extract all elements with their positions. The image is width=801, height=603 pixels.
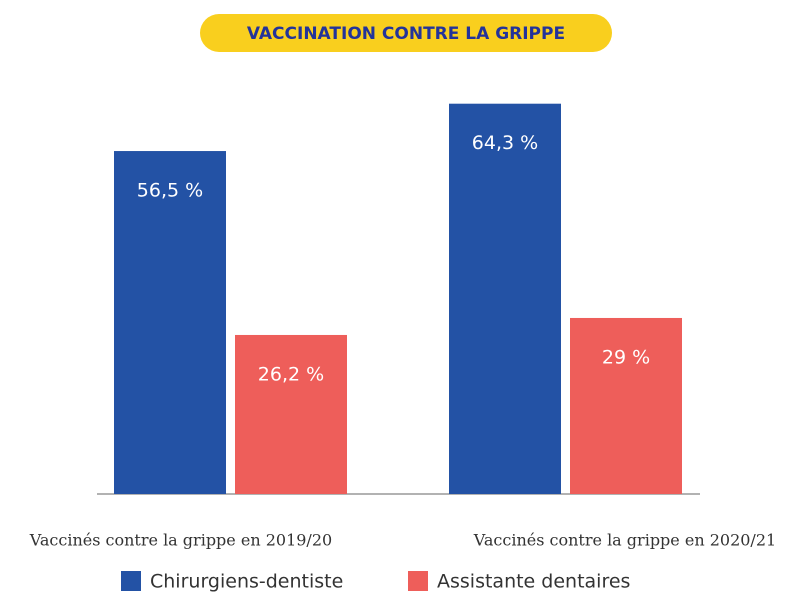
value-label: 29 %: [602, 346, 650, 368]
chart-title: VACCINATION CONTRE LA GRIPPE: [247, 24, 565, 44]
legend-label: Chirurgiens-dentiste: [150, 571, 343, 593]
title-pill: [200, 14, 612, 52]
bar: [114, 151, 226, 495]
legend-label: Assistante dentaires: [437, 571, 630, 593]
bar: [449, 103, 561, 494]
value-label: 26,2 %: [258, 363, 324, 385]
x-tick-label: Vaccinés contre la grippe en 2020/21: [473, 531, 776, 550]
legend-swatch: [408, 571, 428, 591]
x-tick-label: Vaccinés contre la grippe en 2019/20: [29, 531, 332, 550]
value-label: 56,5 %: [137, 180, 203, 202]
bar: [235, 334, 347, 494]
value-label: 64,3 %: [472, 132, 538, 154]
legend-swatch: [121, 571, 141, 591]
bar: [570, 317, 682, 494]
